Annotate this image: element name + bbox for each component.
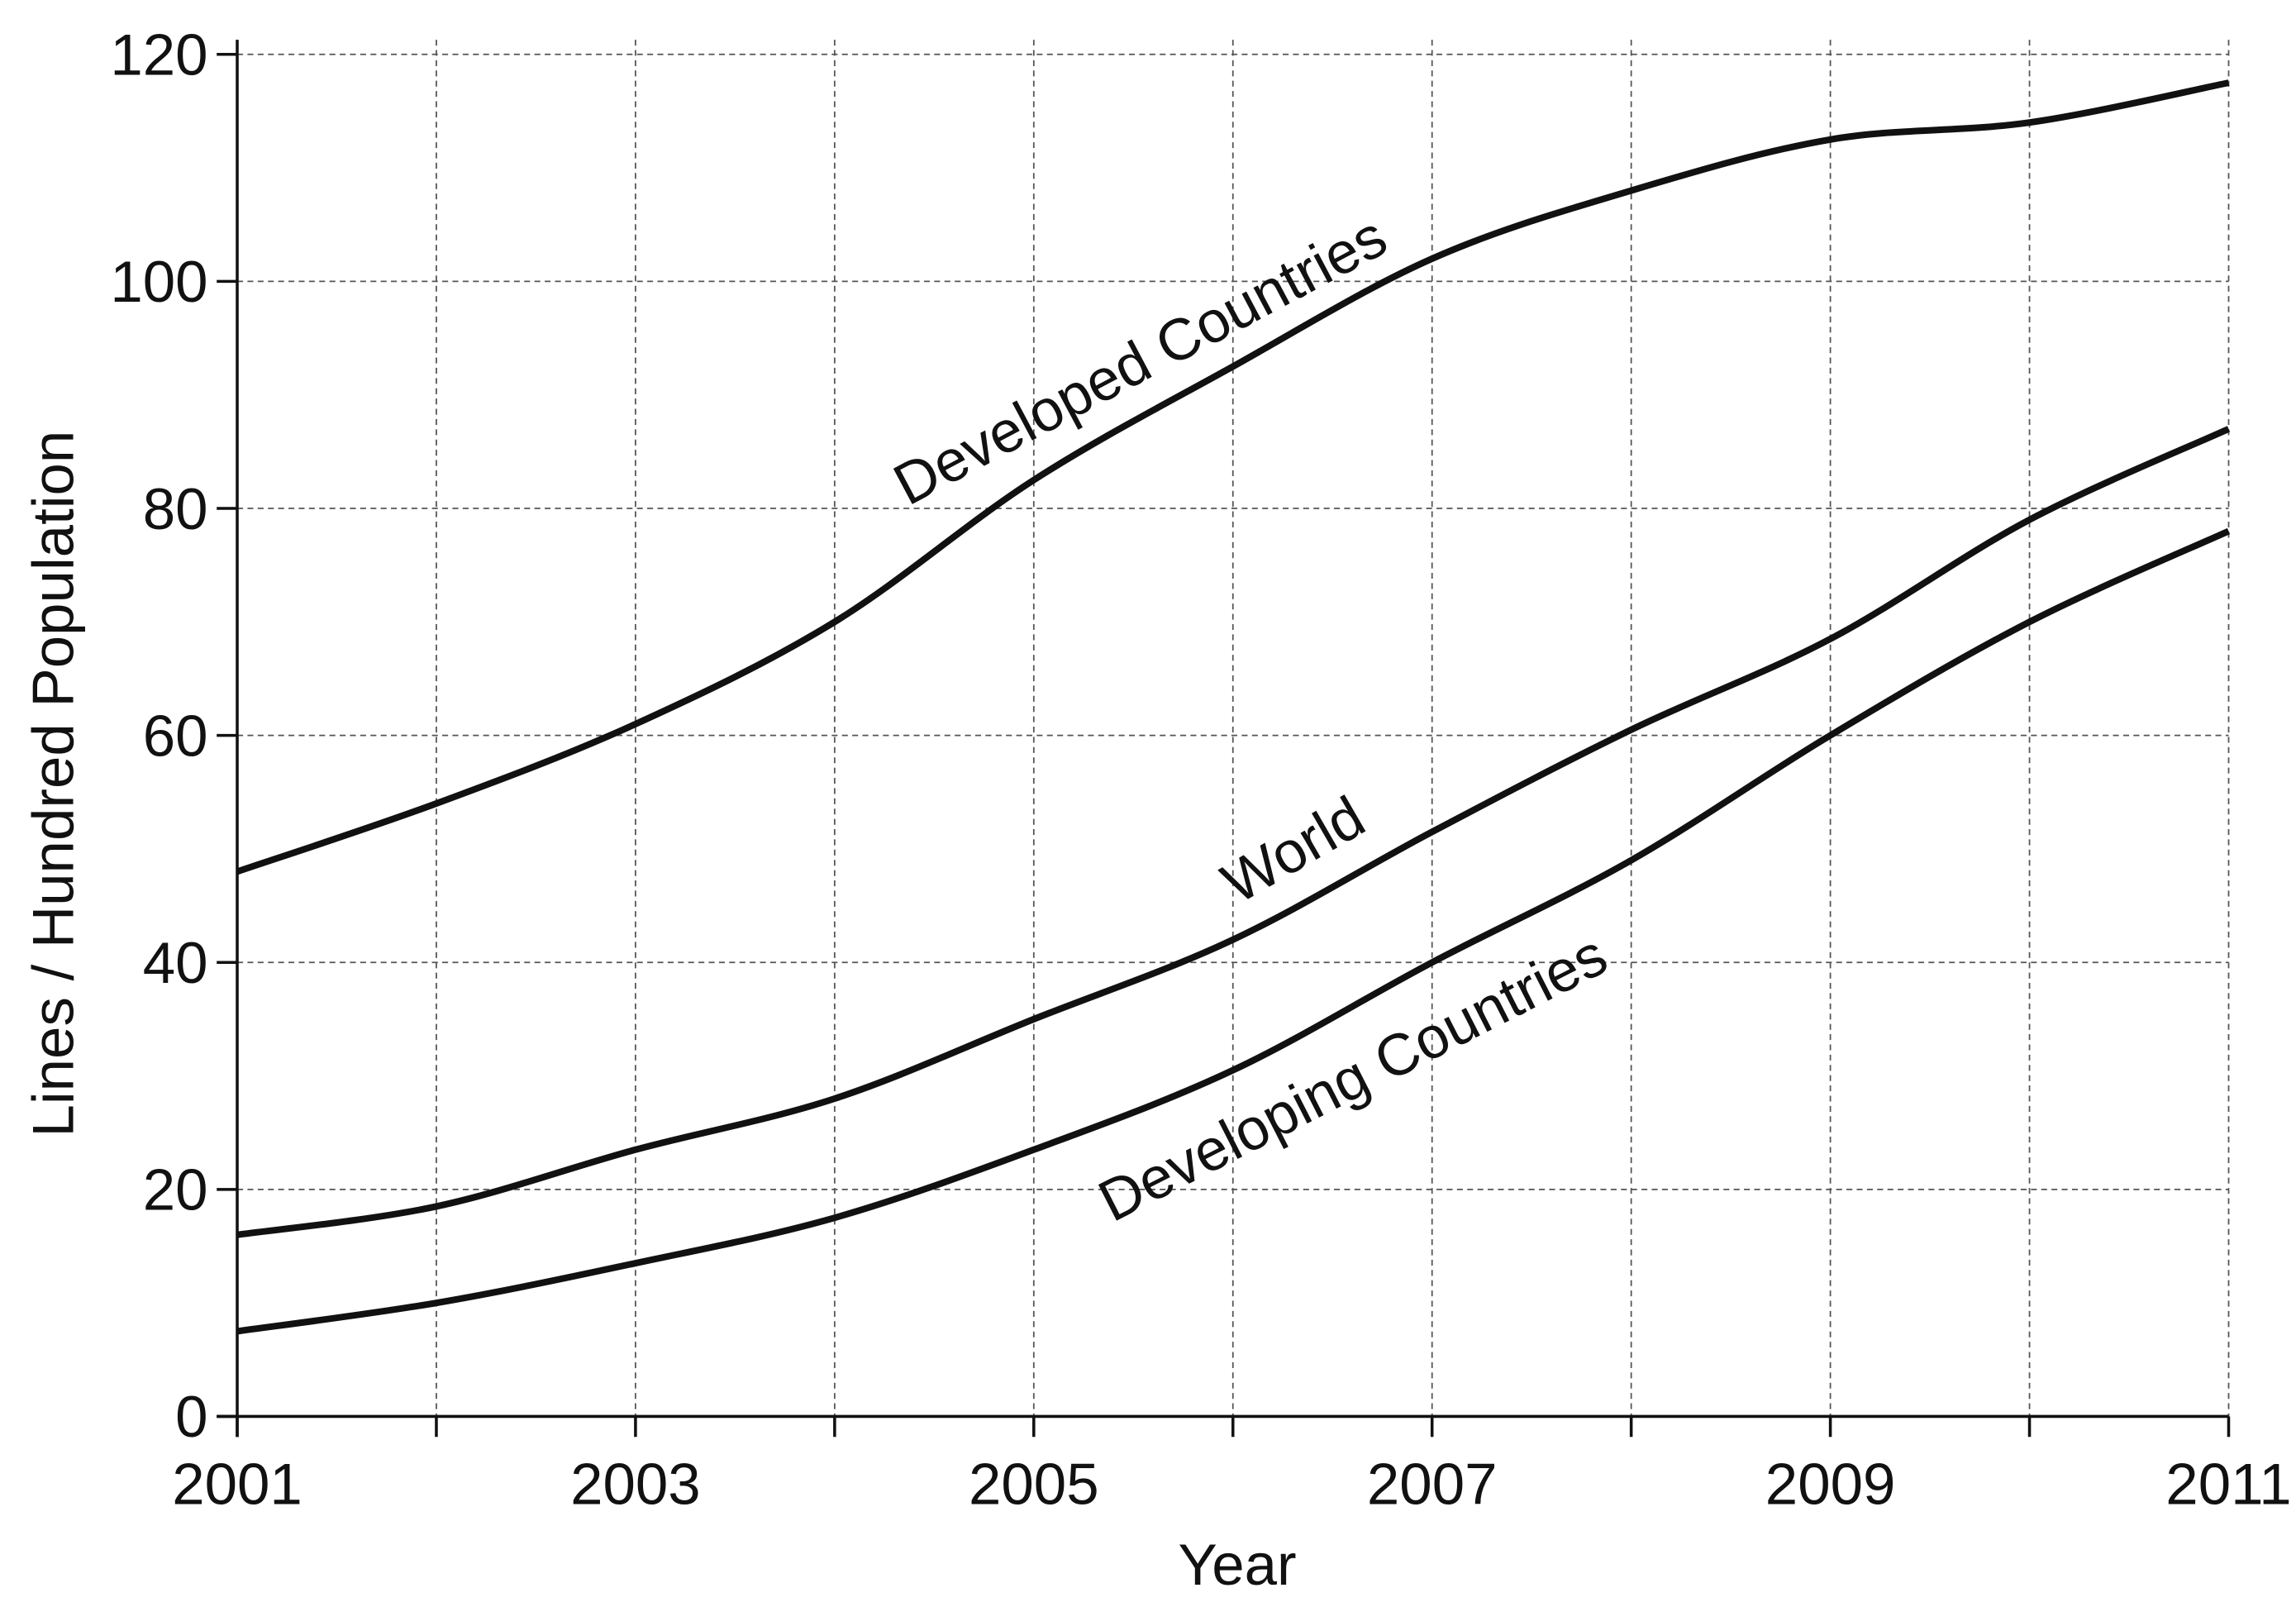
x-tick-label: 2003 xyxy=(570,1452,701,1518)
series-label: World xyxy=(1212,784,1376,917)
y-tick-label: 100 xyxy=(110,250,207,315)
y-tick-label: 0 xyxy=(175,1385,207,1450)
x-tick-label: 2011 xyxy=(2165,1452,2291,1518)
x-tick-label: 2005 xyxy=(969,1452,1099,1518)
x-tick-label: 2001 xyxy=(172,1452,302,1518)
y-tick-label: 40 xyxy=(143,931,208,996)
series-label: Developed Countries xyxy=(884,203,1397,517)
series-line xyxy=(236,79,2230,875)
series-line xyxy=(236,527,2231,1335)
x-axis-title: Year xyxy=(1178,1533,1296,1598)
x-tick-label: 2007 xyxy=(1367,1452,1498,1518)
x-tick-label: 2009 xyxy=(1765,1452,1896,1518)
y-tick-label: 60 xyxy=(143,703,208,769)
y-tick-label: 20 xyxy=(143,1158,208,1223)
y-tick-label: 120 xyxy=(110,23,207,88)
y-tick-label: 80 xyxy=(143,477,208,542)
y-axis-title: Lines / Hundred Population xyxy=(21,431,87,1137)
series-line xyxy=(236,426,2231,1238)
